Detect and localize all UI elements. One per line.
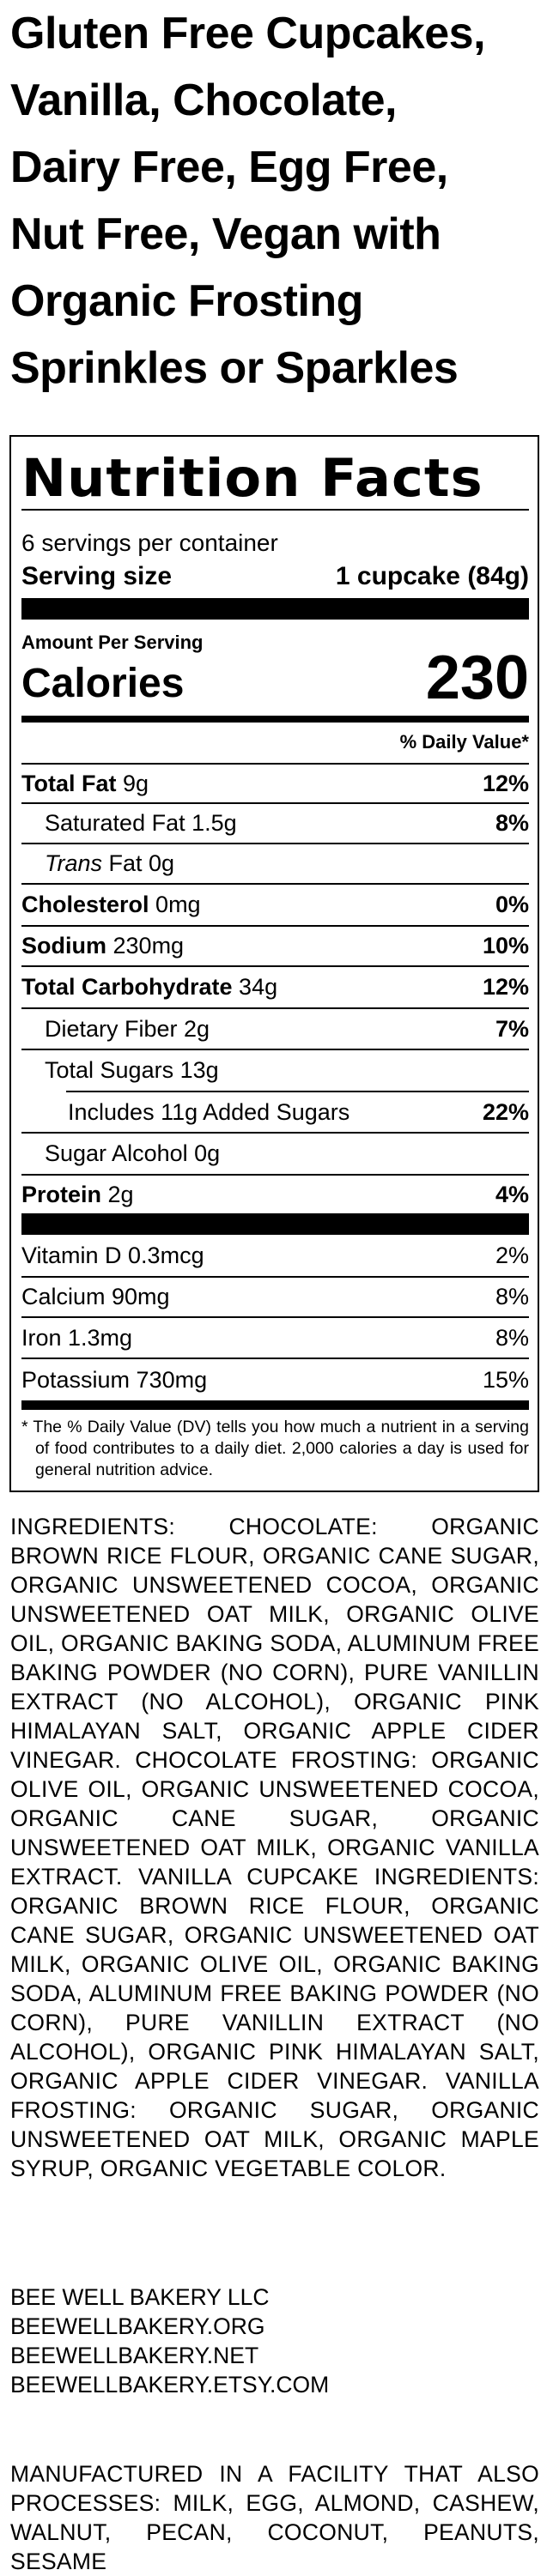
divider [21, 802, 529, 804]
nutrient-label: Sugar Alcohol 0g [45, 1140, 221, 1166]
vitamin-label: Calcium 90mg [21, 1284, 170, 1309]
nutrient-label: Trans [45, 850, 103, 876]
vitamin-dv: 2% [495, 1242, 529, 1268]
nutrient-dv: 12% [482, 770, 529, 796]
calories-label: Calories [21, 661, 185, 706]
thick-divider [21, 598, 529, 620]
nutrient-label: Sodium [21, 933, 106, 958]
vitamin-row-vitamin-d: Vitamin D 0.3mcg 2% [21, 1235, 529, 1276]
divider [21, 843, 529, 844]
vitamin-dv: 8% [495, 1324, 529, 1351]
nutrient-label: Total Carbohydrate [21, 974, 233, 1000]
nutrient-label: Includes 11g Added Sugars [68, 1098, 350, 1125]
serving-size: Serving size 1 cupcake (84g) [21, 562, 529, 591]
company-name: BEE WELL BAKERY LLC [10, 2284, 270, 2310]
nutrient-amount: 230mg [112, 933, 185, 958]
nutrient-label: Dietary Fiber 2g [45, 1015, 210, 1042]
vitamin-row-potassium: Potassium 730mg 15% [21, 1359, 529, 1400]
servings-per-container: 6 servings per container [21, 529, 278, 556]
vitamin-row-calcium: Calcium 90mg 8% [21, 1278, 529, 1316]
daily-value-header: % Daily Value* [399, 731, 529, 753]
vitamin-label: Vitamin D 0.3mcg [21, 1242, 204, 1268]
nutrient-amount: 0mg [155, 892, 201, 917]
nutrient-row-total-carbohydrate: Total Carbohydrate 34g 12% [21, 967, 529, 1007]
nutrient-amount: Fat 0g [108, 850, 175, 876]
nutrition-facts-panel: Nutrition Facts 6 servings per container… [9, 435, 539, 1492]
nutrient-amount: 2g [107, 1181, 134, 1207]
title-line: Organic Frosting [10, 276, 363, 326]
divider [21, 925, 529, 927]
divider [21, 763, 529, 765]
nutrient-dv: 12% [482, 974, 529, 1000]
divider [21, 1316, 529, 1318]
vitamin-label: Iron 1.3mg [21, 1324, 133, 1351]
nutrient-amount: 9g [123, 770, 149, 796]
nutrition-facts-heading: Nutrition Facts [21, 448, 483, 509]
divider [21, 965, 529, 967]
product-title: Gluten Free Cupcakes, Vanilla, Chocolate… [10, 0, 543, 402]
thick-divider [21, 1213, 529, 1235]
website-link: BEEWELLBAKERY.NET [10, 2343, 259, 2368]
vitamin-row-iron: Iron 1.3mg 8% [21, 1318, 529, 1358]
nutrient-row-protein: Protein 2g 4% [21, 1176, 529, 1213]
nutrient-dv: 10% [482, 933, 529, 958]
calories-row: Calories 230 [21, 644, 529, 712]
nutrient-row-sodium: Sodium 230mg 10% [21, 927, 529, 965]
title-line: Dairy Free, Egg Free, [10, 142, 448, 192]
manufacturer-info: BEE WELL BAKERY LLC BEEWELLBAKERY.ORG BE… [10, 2283, 539, 2399]
nutrient-dv: 4% [495, 1181, 529, 1207]
nutrient-label: Total Fat [21, 770, 117, 796]
nutrient-label: Cholesterol [21, 892, 149, 917]
nutrient-row-trans-fat: Trans Fat 0g [21, 844, 529, 883]
nutrient-dv: 0% [495, 892, 529, 917]
nutrient-row-added-sugars: Includes 11g Added Sugars 22% [21, 1092, 529, 1132]
medium-divider [21, 716, 529, 723]
title-line: Nut Free, Vegan with [10, 209, 441, 259]
amount-per-serving: Amount Per Serving [21, 632, 204, 653]
nutrient-dv: 8% [495, 810, 529, 836]
title-line: Sprinkles or Sparkles [10, 343, 459, 393]
ingredients-text: INGREDIENTS: CHOCOLATE: ORGANIC BROWN RI… [10, 1514, 539, 2181]
daily-value-footnote: * The % Daily Value (DV) tells you how m… [21, 1418, 529, 1479]
divider [21, 1007, 529, 1009]
nutrient-dv: 7% [495, 1015, 529, 1042]
vitamin-dv: 15% [482, 1366, 529, 1393]
title-line: Vanilla, Chocolate, [10, 76, 397, 125]
divider [21, 1049, 529, 1050]
title-line: Gluten Free Cupcakes, [10, 9, 486, 58]
serving-size-label: Serving size [21, 562, 173, 590]
nutrient-amount: 34g [239, 974, 278, 1000]
divider [66, 1091, 529, 1092]
serving-size-value: 1 cupcake (84g) [335, 562, 529, 590]
nutrient-row-dietary-fiber: Dietary Fiber 2g 7% [21, 1009, 529, 1049]
divider [21, 1276, 529, 1278]
medium-divider [21, 1400, 529, 1410]
vitamin-dv: 8% [495, 1284, 529, 1309]
divider [21, 509, 529, 511]
nutrient-label: Protein [21, 1181, 102, 1207]
nutrient-row-cholesterol: Cholesterol 0mg 0% [21, 885, 529, 925]
nutrient-row-saturated-fat: Saturated Fat 1.5g 8% [21, 804, 529, 843]
nutrient-row-total-sugars: Total Sugars 13g [21, 1050, 529, 1091]
website-link: BEEWELLBAKERY.ORG [10, 2313, 265, 2339]
nutrient-dv: 22% [482, 1098, 529, 1125]
nutrient-label: Saturated Fat 1.5g [45, 810, 237, 836]
divider [21, 1132, 529, 1134]
nutrient-label: Total Sugars 13g [45, 1057, 219, 1083]
allergen-facility-statement: MANUFACTURED IN A FACILITY THAT ALSO PRO… [10, 2461, 539, 2574]
nutrient-row-sugar-alcohol: Sugar Alcohol 0g [21, 1134, 529, 1174]
divider [21, 883, 529, 885]
divider [21, 1174, 529, 1176]
nutrient-row-total-fat: Total Fat 9g 12% [21, 765, 529, 802]
website-link: BEEWELLBAKERY.ETSY.COM [10, 2372, 330, 2398]
calories-value: 230 [425, 644, 529, 712]
vitamin-label: Potassium 730mg [21, 1366, 208, 1393]
divider [21, 1358, 529, 1359]
